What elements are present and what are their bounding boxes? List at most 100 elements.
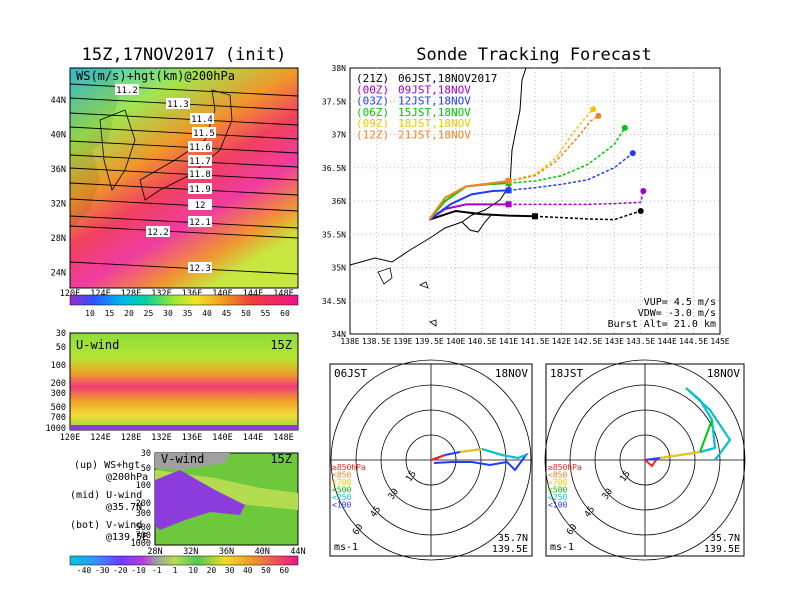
vwind-pressure-tick: 50 <box>141 464 151 474</box>
hodo-right-unit: ms-1 <box>550 542 574 553</box>
contour-label: 12 <box>195 201 206 211</box>
track-lon-tick: 142E <box>552 337 571 346</box>
contour-label: 11.7 <box>189 157 211 167</box>
track-lon-tick: 142.5E <box>573 337 602 346</box>
ws-colorbar-tick: 30 <box>163 309 173 318</box>
vwind-pressure-tick: 700 <box>136 531 151 541</box>
hodo-left-time: 06JST <box>334 367 367 380</box>
coastline <box>349 67 527 266</box>
track-lon-tick: 144.5E <box>679 337 708 346</box>
uwind-lon-tick: 136E <box>182 433 202 443</box>
contour-label: 11.9 <box>189 185 211 195</box>
hodo-right-time: 18JST <box>550 367 583 380</box>
ws-colorbar-tick: 35 <box>183 309 193 318</box>
vwind-lat-tick: 28N <box>147 547 162 557</box>
map-lat-tick: 40N <box>51 131 66 141</box>
burst-marker <box>505 201 512 208</box>
burst-marker <box>532 213 538 220</box>
legend-line: (mid) U-wind <box>70 490 142 501</box>
height-contour <box>69 182 299 196</box>
pressure-level: <100 <box>548 501 567 510</box>
map-lon-tick: 132E <box>151 289 171 299</box>
pressure-level: <500 <box>332 486 351 495</box>
launch-time: 06JST,18NOV2017 <box>398 72 497 85</box>
forecast-param: VUP= 4.5 m/s <box>644 297 716 308</box>
uwind-pressure-tick: 50 <box>56 343 66 353</box>
map-lon-tick: 120E <box>60 289 80 299</box>
track-ascent-5 <box>428 180 509 221</box>
landing-marker <box>595 112 602 119</box>
contour-label: 12.3 <box>189 264 211 274</box>
hodo-left-lat: 35.7N <box>498 533 528 544</box>
height-contour <box>69 225 299 239</box>
wind-colorbar-tick: 20 <box>207 566 217 575</box>
vwind-pressure-tick: 100 <box>136 481 151 491</box>
track-lon-tick: 141.5E <box>521 337 550 346</box>
wind-colorbar-tick: -40 <box>77 566 92 575</box>
track-lat-tick: 37.5N <box>322 97 346 106</box>
track-descent-1 <box>508 190 645 206</box>
vwind-lat-tick: 40N <box>255 547 270 557</box>
track-lon-tick: 144E <box>658 337 677 346</box>
map-lat-tick: 28N <box>51 234 66 244</box>
vwind-panel: V-wind 15Z <box>154 452 299 546</box>
wind-colorbar-tick: 40 <box>243 566 253 575</box>
contour-label-bg <box>188 141 212 152</box>
track-lon-tick: 138E <box>340 337 359 346</box>
track-descent-4 <box>508 108 594 182</box>
vwind-pressure-tick: 30 <box>141 449 151 459</box>
height-contour <box>69 198 299 212</box>
uwind-label: U-wind <box>76 338 119 352</box>
left-title: 15Z,17NOV2017 (init) <box>82 45 287 65</box>
wind-colorbar-tick: 30 <box>225 566 235 575</box>
height-contour <box>69 261 299 275</box>
launch-code: (00Z) <box>356 83 389 96</box>
track-ascent-0 <box>428 209 536 221</box>
legend-line: @35.7N <box>106 502 142 513</box>
contour-label-bg <box>192 127 216 138</box>
uwind-lon-tick: 144E <box>243 433 263 443</box>
height-contour <box>69 112 299 126</box>
wind-colorbar-tick: -10 <box>131 566 146 575</box>
ws-map-label: WS(m/s)+hgt(km)@200hPa <box>76 69 235 83</box>
track-lat-tick: 34N <box>332 330 347 339</box>
vwind-time: 15Z <box>270 452 292 466</box>
vwind-pressure-tick: 200 <box>136 499 151 509</box>
track-lat-tick: 35.5N <box>322 230 346 239</box>
wind-colorbar-tick: -1 <box>152 566 162 575</box>
contour-label-bg <box>166 98 190 109</box>
forecast-param: VDW= -3.0 m/s <box>638 308 716 319</box>
contour-label-bg <box>190 113 214 124</box>
track-lon-tick: 141E <box>499 337 518 346</box>
contour-label: 11.2 <box>116 86 138 96</box>
pressure-level: ≥850hPa <box>548 463 582 472</box>
track-lon-tick: 140.5E <box>468 337 497 346</box>
track-lat-tick: 37N <box>332 131 347 140</box>
uwind-lon-tick: 128E <box>121 433 141 443</box>
vwind-lat-tick: 32N <box>183 547 198 557</box>
launch-code: (06Z) <box>356 106 389 119</box>
track-lat-tick: 36N <box>332 197 347 206</box>
track-descent-3 <box>508 127 626 184</box>
landing-marker <box>640 188 647 195</box>
track-lon-tick: 138.5E <box>362 337 391 346</box>
track-lon-tick: 140E <box>446 337 465 346</box>
map-lat-tick: 32N <box>51 200 66 210</box>
pressure-level: <700 <box>332 478 351 487</box>
contour-label-bg <box>188 216 212 227</box>
height-contour <box>69 215 299 229</box>
vwind-lat-tick: 36N <box>219 547 234 557</box>
ws-colorbar-tick: 50 <box>241 309 251 318</box>
track-lon-tick: 143.5E <box>626 337 655 346</box>
track-ascent-2 <box>428 189 509 221</box>
track-lon-tick: 139.5E <box>415 337 444 346</box>
hodo-left-unit: ms-1 <box>334 542 358 553</box>
contour-label: 11.3 <box>167 100 189 110</box>
hodo-right-date: 18NOV <box>707 367 740 380</box>
uwind-time: 15Z <box>270 338 292 352</box>
height-contour <box>69 154 299 168</box>
legend-line: @200hPa <box>106 472 148 483</box>
